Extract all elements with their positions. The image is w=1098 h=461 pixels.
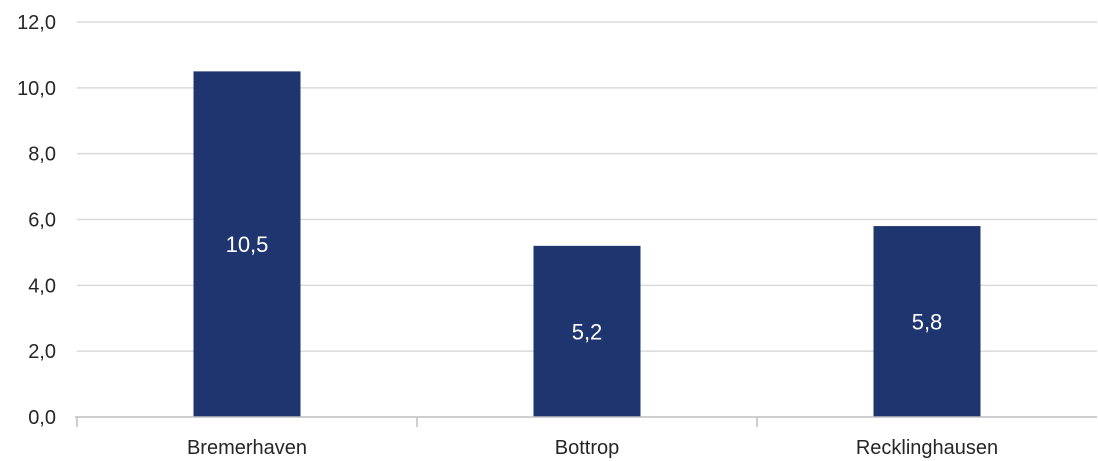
y-axis-tick-labels: 0,0 2,0 4,0 6,0 8,0 10,0 12,0 — [17, 12, 56, 429]
y-tick-label: 4,0 — [28, 275, 56, 297]
category-labels: Bremerhaven Bottrop Recklinghausen — [187, 437, 998, 459]
y-tick-label: 10,0 — [17, 78, 56, 100]
y-tick-label: 8,0 — [28, 144, 56, 166]
x-category-label: Recklinghausen — [856, 437, 998, 459]
bar-bottrop — [533, 245, 641, 417]
bars — [193, 71, 981, 417]
bar-recklinghausen — [873, 226, 981, 417]
data-label: 5,8 — [912, 310, 943, 335]
data-label: 5,2 — [572, 319, 603, 344]
bar-bremerhaven — [193, 71, 301, 417]
y-tick-label: 12,0 — [17, 12, 56, 34]
y-tick-label: 2,0 — [28, 341, 56, 363]
y-tick-label: 6,0 — [28, 210, 56, 232]
x-category-label: Bremerhaven — [187, 437, 307, 459]
x-category-label: Bottrop — [555, 437, 619, 459]
data-labels: 10,5 5,2 5,8 — [226, 232, 943, 344]
y-tick-label: 0,0 — [28, 407, 56, 429]
x-axis — [75, 416, 1097, 427]
data-label: 10,5 — [226, 232, 269, 257]
